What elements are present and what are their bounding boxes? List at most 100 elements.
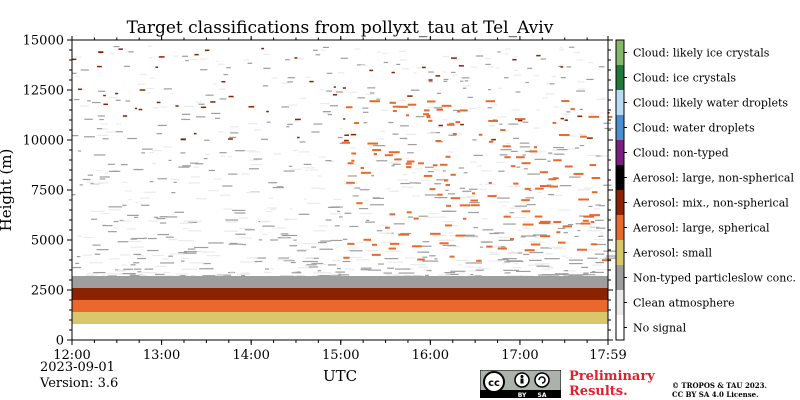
plot-area [72,40,618,340]
class-speckle [598,66,605,68]
aerosol-speck [426,116,431,119]
class-speckle [410,264,426,266]
class-speckle [497,51,501,53]
class-speckle [452,74,458,76]
class-speckle [303,167,315,169]
class-speckle [148,220,160,222]
class-speckle [569,262,583,265]
aerosol-speck [342,87,346,89]
class-speckle [241,173,251,175]
class-speckle [465,262,482,264]
class-speckle [188,221,198,223]
class-speckle [127,214,139,216]
class-speckle [317,241,327,244]
class-speckle [604,257,616,259]
class-speckle [442,170,446,172]
class-speckle [82,254,92,256]
class-speckle [411,107,416,109]
class-speckle [339,274,350,276]
class-speckle [107,163,115,165]
aerosol-speck [560,117,565,120]
class-speckle [460,80,464,82]
class-speckle [441,119,449,121]
aerosol-speck [343,118,346,120]
class-speckle [344,267,351,270]
aerosol-speck [439,242,449,245]
class-speckle [272,187,284,189]
class-speckle [241,274,246,276]
class-speckle [134,168,140,171]
class-speckle [476,188,487,190]
class-speckle [417,266,428,268]
class-speckle [87,174,93,176]
class-speckle [97,115,105,117]
class-speckle [603,184,612,186]
aerosol-speck [558,134,570,137]
class-speckle [394,274,411,277]
x-tick-label: 13:00 [143,348,180,363]
class-speckle [434,196,443,199]
class-speckle [119,254,132,256]
aerosol-speck [524,187,531,190]
class-speckle [515,91,521,93]
class-speckle [339,142,343,144]
aerosol-speck [561,100,570,103]
class-speckle [190,58,198,60]
class-speckle [195,163,204,165]
class-speckle [372,197,385,200]
colorbar-frame [615,39,625,341]
class-speckle [379,224,387,227]
aerosol-speck [139,89,146,91]
class-speckle [411,171,416,174]
aerosol-speck [407,95,413,97]
aerosol-speck [392,105,401,108]
class-speckle [264,268,274,270]
y-tick-label: 7500 [31,184,64,199]
class-speckle [502,205,507,207]
class-speckle [149,57,153,59]
class-speckle [534,158,547,160]
class-speckle [227,156,232,158]
class-speckle [502,262,507,264]
class-speckle [476,165,482,167]
class-speckle [363,111,369,113]
class-speckle [384,250,401,252]
aerosol-speck [367,142,379,145]
class-speckle [535,263,550,265]
class-speckle [452,119,457,121]
aerosol-speck [200,106,207,109]
class-speckle [113,227,118,229]
class-speckle [397,179,409,181]
class-speckle [229,136,237,138]
class-speckle [265,268,269,270]
aerosol-speck [460,123,464,126]
class-speckle [99,178,106,180]
class-speckle [548,246,564,248]
class-speckle [522,154,526,156]
class-speckle [574,147,580,149]
class-speckle [72,135,79,137]
class-speckle [458,167,465,169]
aerosol-speck [294,57,298,59]
class-speckle [200,69,208,71]
class-speckle [557,209,571,211]
aerosol-speck [560,66,564,68]
aerosol-speck [72,58,77,61]
class-speckle [598,235,604,237]
aerosol-speck [556,231,561,234]
class-speckle [473,226,478,229]
class-speckle [365,221,375,223]
class-speckle [153,107,159,109]
class-speckle [354,187,361,189]
aerosol-speck [521,210,531,213]
class-speckle [416,245,432,247]
class-speckle [401,186,414,188]
aerosol-speck [445,155,451,158]
class-speckle [540,247,553,249]
class-speckle [377,51,381,53]
class-speckle [121,164,128,166]
aerosol-speck [521,199,530,202]
class-speckle [461,234,475,236]
class-speckle [378,263,384,265]
class-speckle [577,189,591,191]
